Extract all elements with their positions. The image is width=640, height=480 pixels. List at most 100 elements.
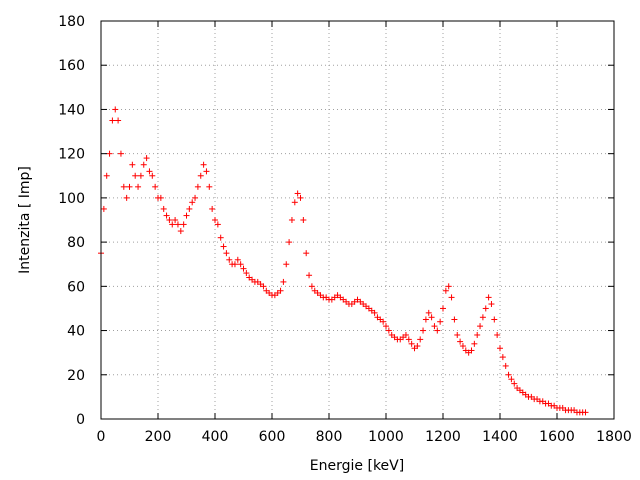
data-point [277, 287, 284, 294]
x-tick-label: 0 [97, 429, 106, 445]
y-tick-label: 160 [58, 58, 85, 74]
data-point [169, 221, 176, 228]
data-point [123, 194, 130, 201]
data-point [103, 172, 110, 179]
data-point [106, 150, 113, 157]
data-point [459, 343, 466, 350]
x-axis-label: Energie [keV] [310, 458, 404, 474]
data-point [174, 221, 181, 228]
x-tick-label: 200 [145, 429, 172, 445]
y-tick-label: 140 [58, 102, 85, 118]
y-tick-label: 120 [58, 147, 85, 163]
data-point [140, 161, 147, 168]
data-point [405, 336, 412, 343]
data-point [172, 217, 179, 223]
data-point [457, 338, 464, 345]
data-point [217, 234, 224, 241]
x-tick-label: 1200 [425, 429, 461, 445]
data-point [214, 221, 221, 228]
data-point [294, 190, 301, 197]
data-point [146, 168, 153, 175]
data-point [420, 327, 427, 334]
data-point [157, 194, 164, 201]
x-tick-label: 1400 [482, 429, 518, 445]
y-tick-label: 180 [58, 14, 85, 30]
data-point [137, 172, 144, 179]
data-point [417, 336, 424, 343]
y-tick-label: 40 [67, 324, 85, 340]
data-point [474, 331, 481, 338]
grid-lines [101, 21, 614, 419]
data-point [189, 199, 196, 206]
y-tick-label: 80 [67, 235, 85, 251]
data-point [425, 309, 432, 316]
data-point [183, 212, 190, 219]
data-point [297, 194, 304, 201]
data-point [166, 217, 173, 223]
data-point [437, 318, 444, 325]
data-point [180, 221, 187, 228]
data-point [223, 250, 230, 257]
data-point [371, 309, 378, 316]
data-point [120, 183, 127, 190]
data-point [226, 256, 233, 263]
data-point [431, 323, 438, 330]
data-point [243, 270, 250, 277]
data-point [112, 106, 119, 113]
data-point [286, 239, 293, 246]
data-point [206, 183, 213, 190]
y-tick-labels: 0 20 40 60 80 100 120 140 160 180 [58, 14, 85, 428]
data-point [442, 287, 449, 294]
data-point [383, 323, 389, 330]
data-point [488, 301, 495, 308]
data-point [132, 172, 139, 179]
data-point [385, 327, 392, 334]
data-point [115, 117, 122, 124]
data-point [234, 256, 241, 263]
data-point [200, 161, 207, 168]
data-point [445, 283, 452, 290]
y-tick-label: 0 [76, 412, 85, 428]
data-point [440, 305, 446, 312]
x-tick-label: 1000 [368, 429, 404, 445]
x-tick-label: 400 [202, 429, 229, 445]
data-point [194, 183, 201, 190]
data-point [192, 194, 199, 201]
data-point [422, 316, 429, 323]
data-point [485, 294, 492, 301]
data-point [454, 331, 461, 338]
x-tick-label: 800 [316, 429, 343, 445]
data-point [477, 323, 484, 330]
x-tick-label: 600 [259, 429, 286, 445]
x-tick-label: 1600 [539, 429, 575, 445]
data-point [494, 331, 501, 338]
y-tick-label: 20 [67, 368, 85, 384]
data-point [109, 117, 116, 124]
data-point [129, 161, 136, 168]
data-point [237, 261, 244, 268]
data-point [471, 340, 478, 347]
x-tick-label: 1800 [596, 429, 632, 445]
data-point [288, 217, 295, 223]
data-point [303, 250, 310, 257]
data-point [408, 340, 415, 347]
data-point [434, 327, 441, 334]
data-point [491, 316, 498, 323]
data-point [203, 168, 210, 175]
data-point [280, 278, 287, 285]
x-tick-labels: 0 200 400 600 800 1000 1200 1400 1600 1800 [97, 429, 632, 445]
data-point [126, 183, 133, 190]
y-tick-label: 60 [67, 279, 85, 295]
data-points [98, 106, 589, 416]
data-point [414, 343, 421, 350]
data-point [502, 362, 509, 369]
data-point [428, 314, 435, 321]
data-point [402, 331, 409, 338]
data-point [260, 283, 267, 290]
data-point [117, 150, 124, 157]
plot-frame [100, 20, 615, 420]
data-point [143, 155, 150, 162]
data-point [240, 265, 247, 272]
data-point [380, 318, 387, 325]
